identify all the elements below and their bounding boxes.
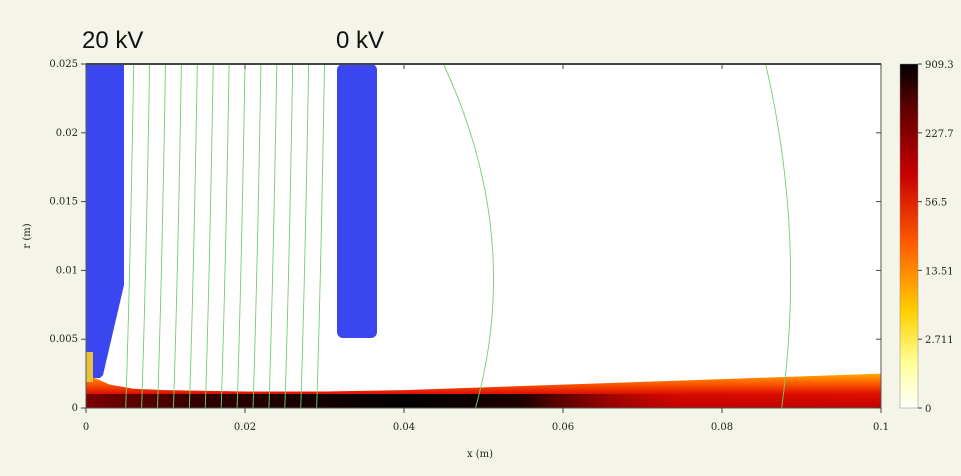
colorbar-label: 227.7 <box>925 129 954 140</box>
right-voltage-label: 0 kV <box>336 27 384 54</box>
left-voltage-label: 20 kV <box>82 27 143 54</box>
colorbar-label: 56.5 <box>925 198 947 209</box>
y-tick-label: 0.025 <box>49 59 78 70</box>
x-tick-label: 0.06 <box>552 422 574 433</box>
y-axis-label: r (m) <box>22 223 33 248</box>
equipotential-lines <box>125 64 792 408</box>
y-tick-label: 0.015 <box>49 197 78 208</box>
equipotential-line <box>268 64 278 408</box>
y-axis-ticks: 0 0.005 0.01 0.015 0.02 0.025 <box>49 59 881 414</box>
y-tick-label: 0.02 <box>56 128 78 139</box>
equipotential-line <box>765 64 792 408</box>
x-tick-label: 0.04 <box>393 422 415 433</box>
x-tick-label: 0.1 <box>873 422 889 433</box>
y-tick-label: 0.01 <box>56 265 78 276</box>
equipotential-line <box>220 64 230 408</box>
electrode-20kv <box>86 64 124 378</box>
electrode-0kv <box>337 64 377 338</box>
equipotential-line <box>443 64 494 408</box>
equipotential-line <box>204 64 214 408</box>
equipotential-line <box>172 64 182 408</box>
colorbar-gradient <box>899 63 919 409</box>
equipotential-line <box>141 64 151 408</box>
equipotential-line <box>252 64 262 408</box>
x-tick-label: 0.02 <box>234 422 256 433</box>
equipotential-line <box>284 64 294 408</box>
equipotential-line <box>188 64 198 408</box>
colorbar-label: 909.3 <box>925 60 954 71</box>
y-tick-label: 0 <box>72 403 78 414</box>
electrode-20kv-tip <box>86 352 93 382</box>
colorbar: 909.3 227.7 56.5 13.51 2.711 0 <box>899 60 954 415</box>
colorbar-label: 13.51 <box>925 266 954 277</box>
x-tick-label: 0.08 <box>711 422 733 433</box>
x-axis-ticks: 0 0.02 0.04 0.06 0.08 0.1 <box>83 64 889 433</box>
x-axis-label: x (m) <box>467 449 493 460</box>
plot-area <box>86 64 881 408</box>
y-tick-label: 0.005 <box>49 334 78 345</box>
x-tick-label: 0 <box>83 422 89 433</box>
colorbar-label: 2.711 <box>925 335 954 346</box>
colorbar-labels: 909.3 227.7 56.5 13.51 2.711 0 <box>918 60 954 415</box>
equipotential-line <box>316 64 325 408</box>
equipotential-line <box>125 64 135 408</box>
equipotential-line <box>300 64 310 408</box>
equipotential-line <box>236 64 246 408</box>
equipotential-line <box>157 64 166 408</box>
colorbar-label: 0 <box>925 404 931 415</box>
